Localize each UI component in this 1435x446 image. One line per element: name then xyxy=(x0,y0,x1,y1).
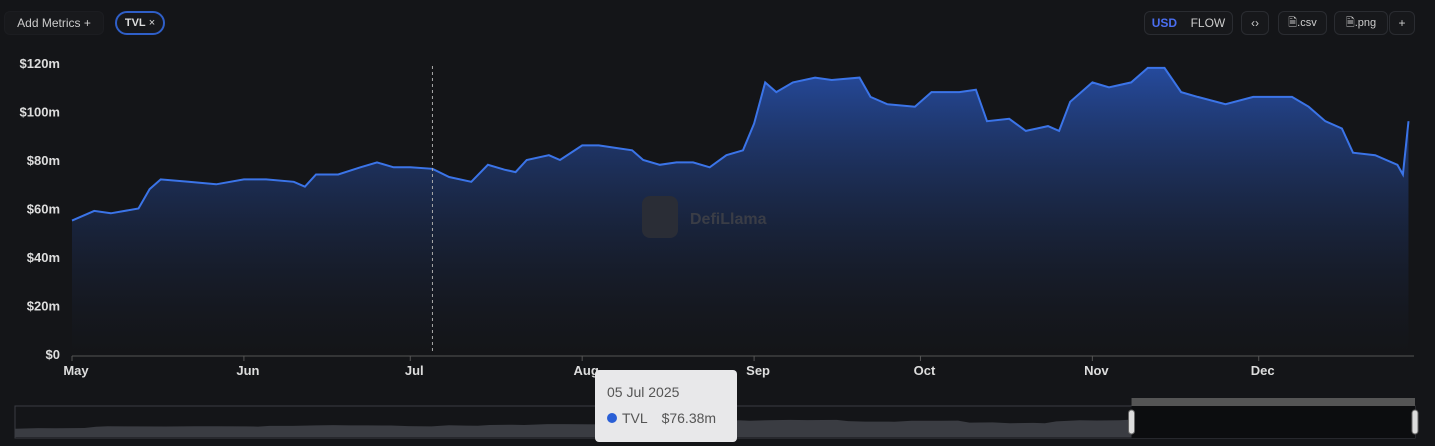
x-tick-label: Dec xyxy=(1251,363,1275,378)
png-label: .png xyxy=(1354,17,1377,29)
brush-drag-bar[interactable] xyxy=(1131,398,1415,406)
tooltip-series: TVL xyxy=(622,410,648,426)
y-tick-label: $40m xyxy=(27,250,60,265)
brush-handle-right[interactable] xyxy=(1411,409,1419,435)
x-tick-label: Jul xyxy=(405,363,424,378)
y-tick-label: $100m xyxy=(20,105,60,120)
y-tick-label: $60m xyxy=(27,202,60,217)
tvl-area xyxy=(72,67,1409,355)
usd-option[interactable]: USD xyxy=(1151,16,1178,30)
tooltip-date: 05 Jul 2025 xyxy=(607,384,680,400)
x-tick-label: Oct xyxy=(914,363,936,378)
code-icon: ‹› xyxy=(1251,16,1259,30)
add-metrics-label: Add Metrics xyxy=(17,16,81,30)
tooltip-value: $76.38m xyxy=(661,410,717,426)
flow-option[interactable]: FLOW xyxy=(1190,16,1226,30)
file-icon: 🗎 xyxy=(1288,16,1298,29)
x-tick-label: May xyxy=(63,363,89,378)
y-tick-label: $120m xyxy=(20,56,60,71)
x-tick-label: Nov xyxy=(1084,363,1109,378)
x-tick-label: Jun xyxy=(236,363,259,378)
embed-button[interactable]: ‹› xyxy=(1241,11,1269,35)
png-download-button[interactable]: 🗎 .png xyxy=(1334,11,1388,35)
currency-toggle: USD FLOW xyxy=(1144,11,1233,35)
brush-selection[interactable] xyxy=(1131,406,1415,438)
metric-pill-label: TVL xyxy=(124,17,146,29)
watermark: DefiLlama xyxy=(690,211,767,228)
more-button[interactable]: + xyxy=(1389,11,1415,35)
metric-pill-tvl[interactable]: TVL × xyxy=(115,11,165,35)
series-dot-icon xyxy=(607,413,617,423)
x-tick-label: Aug xyxy=(574,363,599,378)
close-icon[interactable]: × xyxy=(148,17,156,29)
y-tick-label: $20m xyxy=(27,299,60,314)
tooltip: 05 Jul 2025 TVL $76.38m xyxy=(595,370,737,442)
csv-label: .csv xyxy=(1297,17,1317,29)
plus-icon: + xyxy=(83,16,91,30)
tvl-line xyxy=(71,66,1410,222)
image-file-icon: 🗎 xyxy=(1345,16,1355,29)
y-tick-label: $0 xyxy=(46,347,60,362)
x-tick-label: Sep xyxy=(746,363,770,378)
y-tick-label: $80m xyxy=(27,153,60,168)
add-metrics-button[interactable]: Add Metrics + xyxy=(4,11,104,35)
csv-download-button[interactable]: 🗎 .csv xyxy=(1278,11,1327,35)
llama-logo xyxy=(642,196,678,238)
brush-handle-left[interactable] xyxy=(1128,409,1136,435)
plus-icon: + xyxy=(1398,16,1406,30)
